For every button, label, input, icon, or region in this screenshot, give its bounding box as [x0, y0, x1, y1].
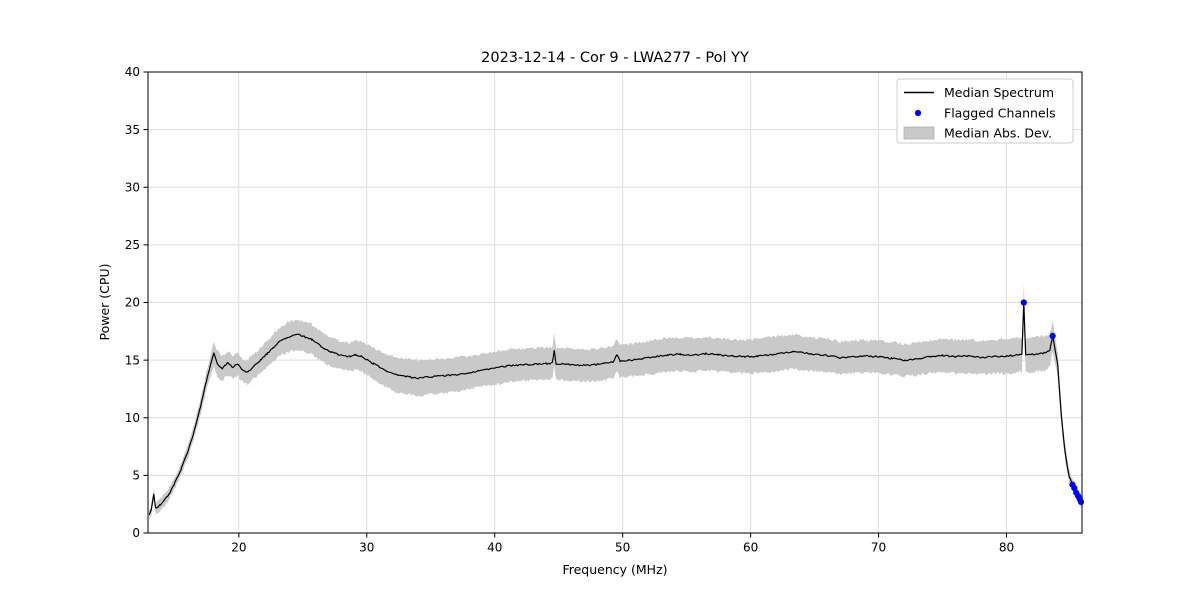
chart-title: 2023-12-14 - Cor 9 - LWA277 - Pol YY — [481, 50, 749, 66]
flagged-channel-dot — [1049, 332, 1056, 339]
median-spectrum-layer — [148, 301, 1082, 515]
y-tick-label: 10 — [125, 411, 140, 425]
y-tick-label: 0 — [132, 526, 140, 540]
y-tick-label: 25 — [125, 238, 140, 252]
x-tick-label: 20 — [231, 541, 246, 555]
legend-frame — [896, 78, 1074, 144]
y-tick-label: 40 — [125, 65, 140, 79]
y-axis-label: Power (CPU) — [97, 264, 112, 341]
y-tick-label: 35 — [125, 123, 140, 137]
x-tick-label: 40 — [487, 541, 502, 555]
mad-band-layer — [149, 283, 1082, 520]
y-tick-label: 15 — [125, 353, 140, 367]
legend: Median Spectrum Flagged Channels Median … — [896, 78, 1074, 144]
y-tick-label: 20 — [125, 296, 140, 310]
flagged-channels-layer — [1020, 299, 1085, 505]
grid-layer — [148, 71, 1082, 534]
x-tick-label: 80 — [999, 541, 1014, 555]
legend-dot-sample — [914, 109, 922, 117]
x-tick-label: 30 — [359, 541, 374, 555]
legend-patch-sample — [903, 126, 935, 140]
median-spectrum-line — [148, 301, 1082, 515]
mad-band — [149, 283, 1082, 520]
flagged-channel-dot — [1077, 498, 1085, 505]
legend-label-median-abs-dev: Median Abs. Dev. — [944, 126, 1052, 141]
tick-layer: 20 30 40 50 60 70 80 0 5 10 15 20 25 30 35 40 — [125, 65, 1014, 554]
x-tick-label: 70 — [871, 541, 886, 555]
legend-label-median-spectrum: Median Spectrum — [944, 85, 1054, 100]
x-tick-label: 60 — [743, 541, 758, 555]
x-axis-label: Frequency (MHz) — [562, 562, 667, 577]
y-tick-label: 30 — [125, 180, 140, 194]
y-tick-label: 5 — [132, 469, 140, 483]
legend-label-flagged-channels: Flagged Channels — [944, 106, 1056, 121]
x-tick-label: 50 — [615, 541, 630, 555]
flagged-channel-dot — [1020, 299, 1027, 306]
